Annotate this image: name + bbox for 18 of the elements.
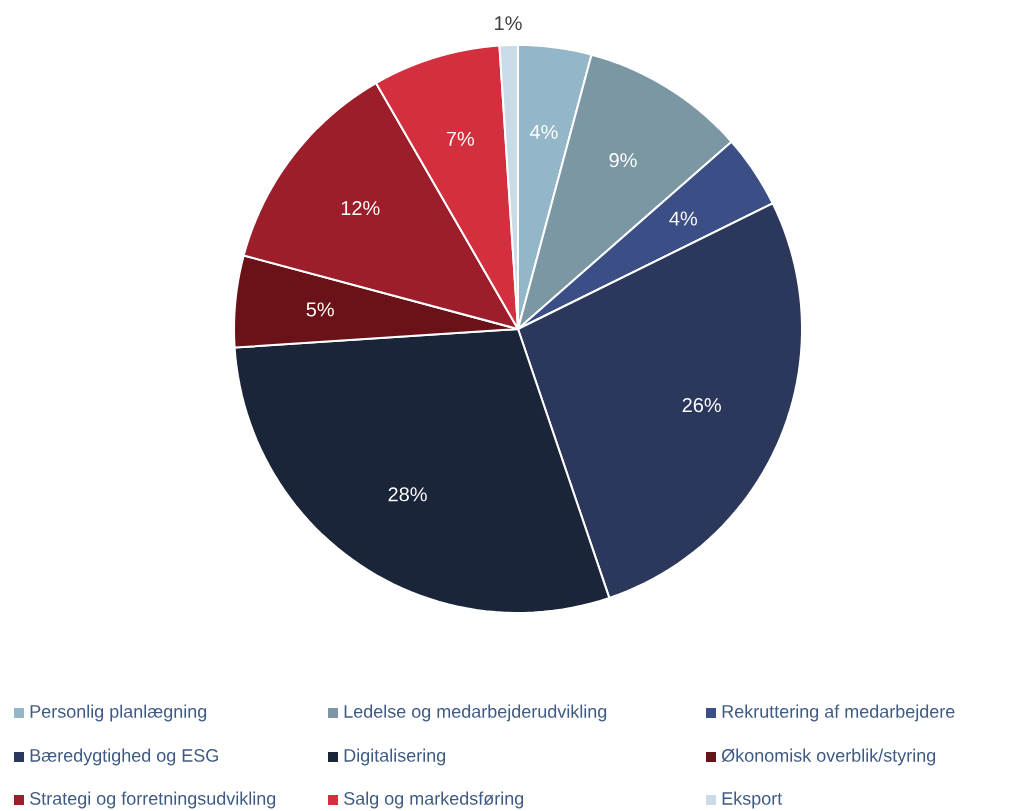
data-label: 5%	[306, 302, 334, 317]
legend-label: Strategi og forretningsudvikling	[30, 791, 276, 809]
data-label: 7%	[446, 131, 475, 146]
legend-label: Økonomisk overblik/styring	[721, 748, 936, 766]
legend-label: Bæredygtighed og ESG	[30, 748, 218, 766]
data-label: 28%	[388, 487, 427, 502]
data-label: 1%	[495, 16, 522, 31]
legend-label: Eksport	[722, 791, 783, 809]
legend-label: Ledelse og medarbejderudvikling	[344, 704, 607, 722]
legend-label: Digitalisering	[344, 748, 446, 766]
data-label: 26%	[682, 397, 721, 413]
data-label: 12%	[341, 200, 380, 216]
legend-label: Salg og markedsføring	[344, 791, 524, 809]
data-label: 4%	[529, 124, 558, 139]
legend-label: Rekruttering af medarbejdere	[722, 704, 955, 722]
data-label: 9%	[609, 153, 637, 168]
data-label: 4%	[669, 211, 698, 226]
legend-label: Personlig planlægning	[30, 704, 207, 722]
